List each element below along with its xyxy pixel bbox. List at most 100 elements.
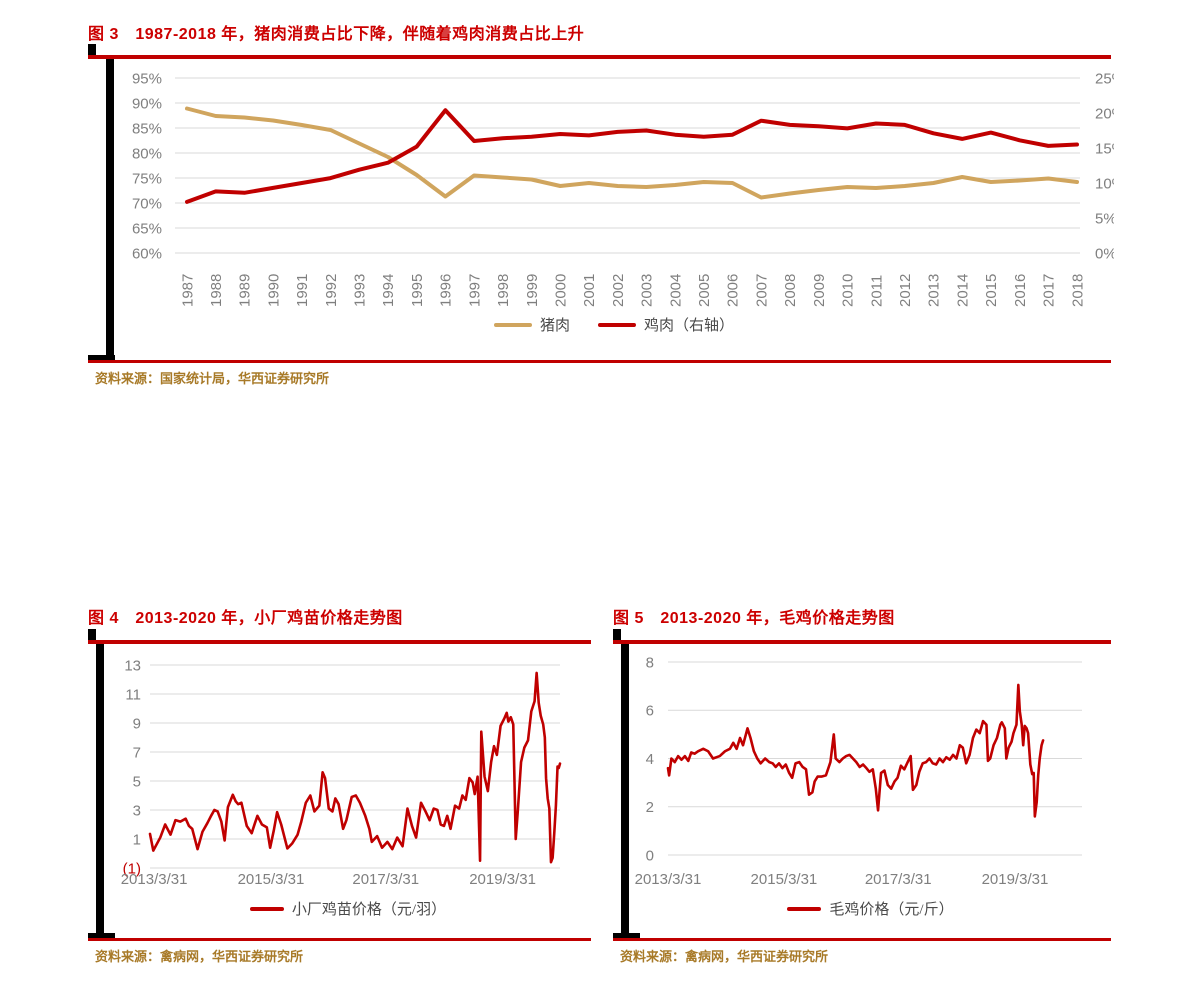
svg-text:10%: 10% xyxy=(1095,175,1114,192)
svg-text:1: 1 xyxy=(133,831,141,848)
svg-text:2: 2 xyxy=(646,799,654,816)
svg-text:2019/3/31: 2019/3/31 xyxy=(469,871,536,888)
svg-text:1995: 1995 xyxy=(409,274,426,307)
svg-text:15%: 15% xyxy=(1095,140,1114,157)
legend-label-broiler-price: 毛鸡价格（元/斤） xyxy=(829,902,954,918)
svg-text:65%: 65% xyxy=(132,220,162,237)
figure5-bottom-rule xyxy=(613,938,1111,941)
svg-text:4: 4 xyxy=(646,751,654,768)
broiler-price-line-swatch xyxy=(787,906,822,911)
figure5-chart: 8 6 4 2 0 2013/3/31 2015/3/31 2017/3/31 2019/3/3… xyxy=(630,644,1111,939)
figure4-chart: 13 11 9 7 5 3 1 (1) 2013/3/31 2015/3/31 2017/3/31 2… xyxy=(105,644,591,939)
figure5-legend: 毛鸡价格（元/斤） xyxy=(630,898,1111,919)
figure3-title: 图 3 1987-2018 年，猪肉消费占比下降，伴随着鸡肉消费占比上升 xyxy=(88,26,585,43)
legend-item-chick-price: 小厂鸡苗价格（元/羽） xyxy=(249,898,447,919)
legend-label-chick-price: 小厂鸡苗价格（元/羽） xyxy=(291,902,447,918)
svg-text:2006: 2006 xyxy=(725,274,742,307)
svg-text:5: 5 xyxy=(133,773,141,790)
svg-text:0%: 0% xyxy=(1095,245,1114,262)
figure5-left-cap xyxy=(613,629,621,644)
svg-text:2014: 2014 xyxy=(954,274,971,307)
legend-label-chicken: 鸡肉（右轴） xyxy=(644,318,735,334)
figure3-left-bar xyxy=(106,59,114,355)
svg-text:2015/3/31: 2015/3/31 xyxy=(751,871,818,888)
svg-text:25%: 25% xyxy=(1095,70,1114,87)
figure5-bottom-cap xyxy=(613,933,640,938)
svg-text:1994: 1994 xyxy=(380,274,397,307)
svg-text:1996: 1996 xyxy=(438,274,455,307)
svg-text:1990: 1990 xyxy=(265,274,282,307)
svg-text:2015: 2015 xyxy=(983,274,1000,307)
svg-text:2018: 2018 xyxy=(1069,274,1086,307)
svg-text:2004: 2004 xyxy=(667,274,684,307)
svg-text:2010: 2010 xyxy=(840,274,857,307)
figure4-source: 资料来源：禽病网，华西证券研究所 xyxy=(95,949,304,964)
svg-text:1989: 1989 xyxy=(237,274,254,307)
figure3-top-rule xyxy=(88,55,1111,59)
figure4-left-cap xyxy=(88,629,96,644)
svg-text:1999: 1999 xyxy=(524,274,541,307)
figure5-title: 图 5 2013-2020 年，毛鸡价格走势图 xyxy=(613,610,895,627)
figure3-chart: 95% 90% 85% 80% 75% 70% 65% 60% 25% 20% 15% 10% 5% 0%… xyxy=(114,57,1125,320)
svg-text:(1): (1) xyxy=(123,860,141,877)
svg-text:2009: 2009 xyxy=(811,274,828,307)
figure4-top-rule xyxy=(88,640,591,644)
svg-text:60%: 60% xyxy=(132,245,162,262)
pork-line-swatch xyxy=(493,322,532,327)
svg-text:2008: 2008 xyxy=(782,274,799,307)
svg-text:2003: 2003 xyxy=(639,274,656,307)
svg-text:20%: 20% xyxy=(1095,105,1114,122)
svg-text:2000: 2000 xyxy=(552,274,569,307)
figure4-title: 图 4 2013-2020 年，小厂鸡苗价格走势图 xyxy=(88,610,403,627)
figure3-bottom-cap xyxy=(88,355,115,360)
svg-text:2015/3/31: 2015/3/31 xyxy=(238,871,305,888)
svg-text:2013/3/31: 2013/3/31 xyxy=(635,871,702,888)
figure3-left-cap xyxy=(88,44,96,59)
legend-item-broiler-price: 毛鸡价格（元/斤） xyxy=(787,898,954,919)
svg-text:2017/3/31: 2017/3/31 xyxy=(865,871,932,888)
figure5-source: 资料来源：禽病网，华西证券研究所 xyxy=(620,949,829,964)
svg-text:80%: 80% xyxy=(132,145,162,162)
svg-text:1988: 1988 xyxy=(208,274,225,307)
svg-text:90%: 90% xyxy=(132,95,162,112)
svg-text:5%: 5% xyxy=(1095,210,1114,227)
svg-text:1993: 1993 xyxy=(352,274,369,307)
svg-text:2017: 2017 xyxy=(1041,274,1058,307)
svg-text:2016: 2016 xyxy=(1012,274,1029,307)
svg-text:1992: 1992 xyxy=(323,274,340,307)
chicken-line-swatch xyxy=(598,322,636,327)
svg-text:2019/3/31: 2019/3/31 xyxy=(982,871,1049,888)
svg-text:7: 7 xyxy=(133,744,141,761)
figure3-bottom-rule xyxy=(88,360,1111,363)
svg-text:2002: 2002 xyxy=(610,274,627,307)
svg-text:11: 11 xyxy=(125,686,141,703)
svg-text:2013/3/31: 2013/3/31 xyxy=(121,871,188,888)
svg-text:2012: 2012 xyxy=(897,274,914,307)
svg-text:6: 6 xyxy=(646,703,654,720)
svg-text:85%: 85% xyxy=(132,120,162,137)
legend-item-pork: 猪肉 xyxy=(493,314,570,335)
svg-text:13: 13 xyxy=(124,657,141,674)
legend-item-chicken: 鸡肉（右轴） xyxy=(598,314,734,335)
svg-text:3: 3 xyxy=(133,802,141,819)
svg-text:95%: 95% xyxy=(132,70,162,87)
legend-label-pork: 猪肉 xyxy=(539,318,570,334)
svg-text:1987: 1987 xyxy=(179,274,196,307)
svg-text:1991: 1991 xyxy=(294,274,311,307)
svg-text:9: 9 xyxy=(133,715,141,732)
svg-text:0: 0 xyxy=(646,847,654,864)
svg-text:75%: 75% xyxy=(132,170,162,187)
svg-text:2013: 2013 xyxy=(926,274,943,307)
figure5-top-rule xyxy=(613,640,1111,644)
svg-text:8: 8 xyxy=(646,654,654,671)
figure4-left-bar xyxy=(96,644,104,933)
figure4-legend: 小厂鸡苗价格（元/羽） xyxy=(105,898,591,919)
svg-text:1997: 1997 xyxy=(466,274,483,307)
svg-text:2017/3/31: 2017/3/31 xyxy=(352,871,419,888)
svg-text:2005: 2005 xyxy=(696,274,713,307)
svg-text:2001: 2001 xyxy=(581,274,598,307)
svg-text:2011: 2011 xyxy=(868,275,885,307)
svg-text:70%: 70% xyxy=(132,195,162,212)
svg-text:1998: 1998 xyxy=(495,274,512,307)
